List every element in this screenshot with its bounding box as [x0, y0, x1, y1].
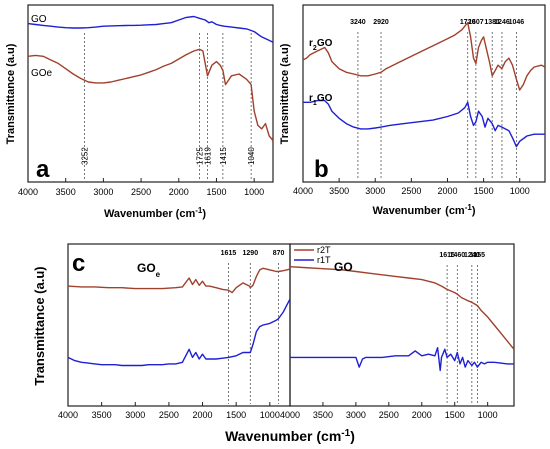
- panel-a-tick-label-2500: 2500: [131, 187, 151, 197]
- panel-b-peak-label-1381: 1381: [484, 19, 500, 26]
- panel-b-peak-label-3240: 3240: [350, 19, 366, 26]
- panel-c-legend: r2T r1T: [294, 245, 331, 265]
- panel-c-ylabel: Transmittance (a.u): [32, 266, 47, 385]
- panel-a-letter: a: [36, 156, 50, 183]
- panel-b-peak-label-1046: 1046: [509, 19, 525, 26]
- panel-a-peak-label-1619: 1619: [203, 147, 212, 165]
- panel-c-right-tick-label-3500: 3500: [313, 410, 333, 420]
- panel-c-left-title: GOe: [137, 261, 161, 279]
- panel-c-right-frame: [289, 243, 515, 407]
- panel-a-tick-label-4000: 4000: [18, 187, 38, 197]
- panel-b-xlabel: Wavenumber (cm-1): [372, 203, 475, 218]
- panel-a-tick-label-2000: 2000: [169, 187, 189, 197]
- panel-b-peak-label-1246: 1246: [494, 19, 510, 26]
- panel-c-right-tick-label-2500: 2500: [379, 410, 399, 420]
- panel-a-peak-label-1725: 1725: [196, 147, 205, 165]
- panel-b-tick-label-3500: 3500: [329, 186, 349, 196]
- panel-b-peak-label-2920: 2920: [373, 19, 389, 26]
- panel-c-right-tick-label-1000: 1000: [478, 410, 498, 420]
- panel-a-tick-label-1500: 1500: [206, 187, 226, 197]
- panel-b-series-r1go-label: r1GO: [309, 93, 333, 107]
- panel-a-series-go-line: [27, 15, 274, 43]
- panel-c-left-series-r1t-line: [67, 298, 291, 367]
- panel-c-letter: c: [72, 250, 85, 277]
- panel-c-left-tick-label-4000: 4000: [58, 410, 78, 420]
- panel-c-left-tick-label-3000: 3000: [125, 410, 145, 420]
- panel-c-left-tick-label-1500: 1500: [226, 410, 246, 420]
- panel-a-tick-label-3500: 3500: [56, 187, 76, 197]
- panel-c-left-series-r2t-line: [67, 267, 291, 294]
- panel-b-ylabel: Transmittance (a.u): [279, 43, 291, 144]
- panel-a-series-goe-label: GOe: [31, 68, 53, 79]
- panel-b-tick-label-4000: 4000: [293, 186, 313, 196]
- panel-c-left-tick-label-3500: 3500: [92, 410, 112, 420]
- panel-c-xlabel: Wavenumber (cm-1): [225, 428, 355, 445]
- panel-a-series-goe-line: [27, 48, 274, 142]
- panel-c-left-tick-label-2000: 2000: [193, 410, 213, 420]
- panel-a-series-go-label: GO: [31, 14, 47, 25]
- panel-b-tick-label-3000: 3000: [365, 186, 385, 196]
- panel-c-right-peak-label-1155: 1155: [470, 252, 485, 259]
- panel-b-frame: [302, 4, 546, 183]
- panel-c-right-tick-label-2000: 2000: [412, 410, 432, 420]
- legend-r2t-label: r2T: [317, 245, 331, 255]
- panel-b-peak-label-1607: 1607: [468, 19, 484, 26]
- panel-c-right-tick-label-3000: 3000: [346, 410, 366, 420]
- panel-a-peak-label-1040: 1040: [247, 147, 256, 165]
- panel-a-frame: [27, 4, 274, 183]
- panel-c-right-tick-label-4000: 4000: [280, 410, 300, 420]
- panel-b-tick-label-1000: 1000: [510, 186, 530, 196]
- panel-c-left-peak-label-1615: 1615: [221, 250, 237, 257]
- panel-c-right-title: GO: [334, 260, 353, 274]
- panel-c-right-series-r1t-line: [290, 347, 514, 372]
- panel-b-tick-label-1500: 1500: [474, 186, 494, 196]
- panel-b-series-r2go-line: [302, 22, 546, 91]
- panel-c-left-frame: [67, 243, 291, 407]
- panel-c-right-peak-label-1615: 1615: [439, 252, 455, 259]
- panel-a-ylabel: Transmittance (a.u): [5, 43, 17, 144]
- panel-c-left-peak-label-870: 870: [273, 250, 285, 257]
- panel-c-right-peak-label-1240: 1240: [464, 252, 480, 259]
- panel-a-xlabel: Wavenumber (cm-1): [104, 206, 206, 221]
- panel-a-tick-label-3000: 3000: [93, 187, 113, 197]
- panel-a-tick-label-1000: 1000: [244, 187, 264, 197]
- panel-b-tick-label-2500: 2500: [401, 186, 421, 196]
- panel-c-right-peak-label-1460: 1460: [450, 252, 466, 259]
- panel-a-peak-label-1415: 1415: [219, 147, 228, 165]
- panel-c-left-tick-label-2500: 2500: [159, 410, 179, 420]
- panel-c-left-peak-label-1290: 1290: [243, 250, 259, 257]
- panel-c-right-tick-label-1500: 1500: [445, 410, 465, 420]
- panel-b-series-r1go-line: [303, 99, 545, 148]
- panel-a-peak-label-3252: 3252: [80, 147, 89, 165]
- panel-b-tick-label-2000: 2000: [437, 186, 457, 196]
- legend-r1t-label: r1T: [317, 255, 331, 265]
- panel-c-left-tick-label-1000: 1000: [260, 410, 280, 420]
- panel-b-letter: b: [314, 156, 329, 183]
- panel-b-series-r2go-label: r2GO: [309, 38, 333, 52]
- panel-c-right-series-r2t-line: [289, 266, 515, 350]
